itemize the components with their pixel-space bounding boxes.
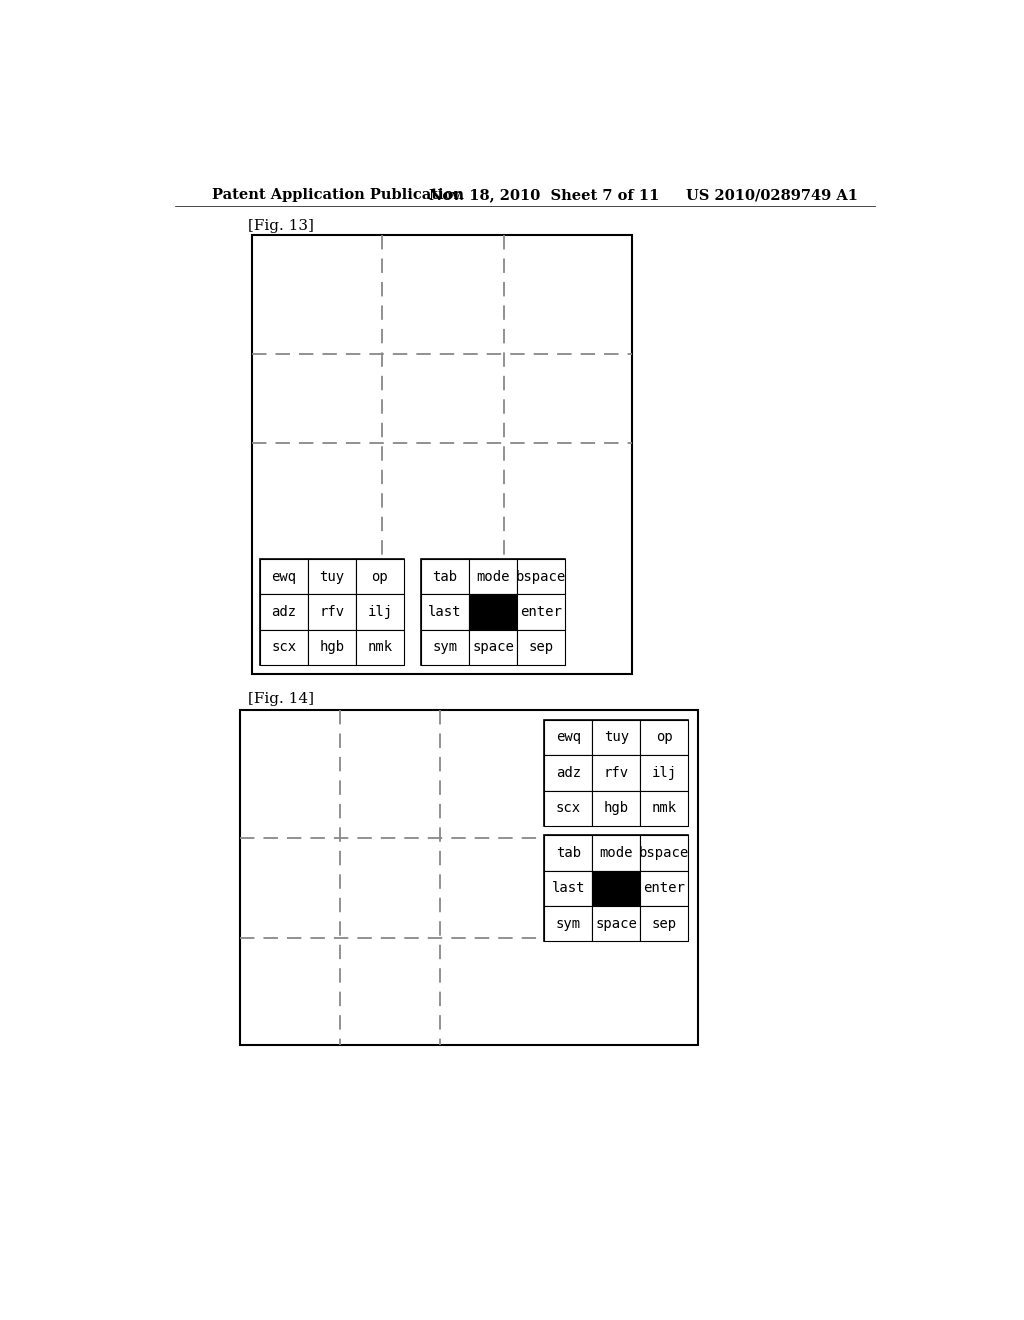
Bar bbox=[640, 906, 688, 941]
Text: ilj: ilj bbox=[651, 766, 677, 780]
Bar bbox=[640, 791, 688, 826]
Bar bbox=[544, 836, 592, 871]
Text: rfv: rfv bbox=[319, 605, 344, 619]
Text: bspace: bspace bbox=[639, 846, 689, 859]
Bar bbox=[469, 630, 517, 665]
Bar bbox=[544, 871, 592, 906]
Text: enter: enter bbox=[643, 882, 685, 895]
Text: sym: sym bbox=[432, 640, 458, 655]
Bar bbox=[592, 719, 640, 755]
Bar bbox=[517, 558, 565, 594]
Text: nmk: nmk bbox=[651, 801, 677, 816]
Text: US 2010/0289749 A1: US 2010/0289749 A1 bbox=[686, 189, 858, 202]
Text: ewq: ewq bbox=[556, 730, 581, 744]
Bar bbox=[241, 710, 697, 1045]
Text: scx: scx bbox=[271, 640, 296, 655]
Bar bbox=[544, 755, 592, 791]
Bar bbox=[544, 791, 592, 826]
Bar bbox=[421, 558, 565, 665]
Bar bbox=[356, 630, 403, 665]
Text: last: last bbox=[552, 882, 585, 895]
Text: Nov. 18, 2010  Sheet 7 of 11: Nov. 18, 2010 Sheet 7 of 11 bbox=[429, 189, 659, 202]
Bar bbox=[356, 594, 403, 630]
Bar bbox=[356, 558, 403, 594]
Bar bbox=[544, 719, 688, 826]
Text: ewq: ewq bbox=[271, 569, 296, 583]
Text: sep: sep bbox=[528, 640, 554, 655]
Text: space: space bbox=[595, 917, 637, 931]
Text: last: last bbox=[428, 605, 462, 619]
Bar bbox=[421, 630, 469, 665]
Bar bbox=[640, 719, 688, 755]
Bar bbox=[469, 558, 517, 594]
Bar bbox=[260, 558, 308, 594]
Bar bbox=[592, 906, 640, 941]
Text: scx: scx bbox=[556, 801, 581, 816]
Text: [Fig. 13]: [Fig. 13] bbox=[248, 219, 314, 234]
Text: [Fig. 14]: [Fig. 14] bbox=[248, 692, 314, 706]
Bar bbox=[260, 558, 403, 665]
Bar bbox=[640, 755, 688, 791]
Text: sep: sep bbox=[651, 917, 677, 931]
Text: tuy: tuy bbox=[604, 730, 629, 744]
Bar bbox=[592, 871, 640, 906]
Text: sym: sym bbox=[556, 917, 581, 931]
Text: tab: tab bbox=[556, 846, 581, 859]
Text: op: op bbox=[372, 569, 388, 583]
Bar bbox=[544, 719, 592, 755]
Text: hgb: hgb bbox=[604, 801, 629, 816]
Bar bbox=[421, 594, 469, 630]
Text: rfv: rfv bbox=[604, 766, 629, 780]
Text: hgb: hgb bbox=[319, 640, 344, 655]
Text: bspace: bspace bbox=[516, 569, 566, 583]
Bar bbox=[544, 836, 688, 941]
Bar bbox=[469, 594, 517, 630]
Bar bbox=[308, 594, 356, 630]
Text: adz: adz bbox=[556, 766, 581, 780]
Bar bbox=[308, 558, 356, 594]
Bar bbox=[260, 630, 308, 665]
Text: adz: adz bbox=[271, 605, 296, 619]
Bar bbox=[517, 630, 565, 665]
Text: tab: tab bbox=[432, 569, 458, 583]
Text: op: op bbox=[656, 730, 673, 744]
Bar bbox=[592, 755, 640, 791]
Bar bbox=[308, 630, 356, 665]
Bar bbox=[640, 836, 688, 871]
Text: nmk: nmk bbox=[368, 640, 392, 655]
Text: tuy: tuy bbox=[319, 569, 344, 583]
Text: mode: mode bbox=[599, 846, 633, 859]
Bar bbox=[640, 871, 688, 906]
Text: ilj: ilj bbox=[368, 605, 392, 619]
Bar bbox=[592, 791, 640, 826]
Text: enter: enter bbox=[520, 605, 562, 619]
Text: mode: mode bbox=[476, 569, 510, 583]
Bar bbox=[592, 836, 640, 871]
Text: space: space bbox=[472, 640, 514, 655]
Bar bbox=[260, 594, 308, 630]
Bar bbox=[517, 594, 565, 630]
Bar bbox=[421, 558, 469, 594]
Bar bbox=[252, 235, 632, 675]
Bar bbox=[544, 906, 592, 941]
Text: Patent Application Publication: Patent Application Publication bbox=[212, 189, 464, 202]
